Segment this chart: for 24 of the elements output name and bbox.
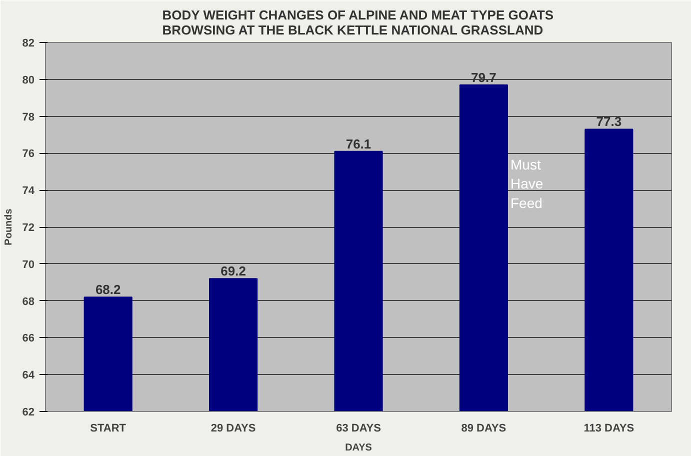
y-tick-label: 72 bbox=[22, 222, 35, 234]
y-tick-label: 70 bbox=[22, 258, 35, 271]
y-tick-label: 66 bbox=[22, 332, 35, 345]
y-tick-label: 68 bbox=[22, 296, 35, 308]
x-tick-label: 113 DAYS bbox=[584, 422, 634, 434]
x-tick-label: START bbox=[90, 422, 126, 434]
data-label: 77.3 bbox=[596, 114, 622, 130]
y-tick-label: 80 bbox=[22, 74, 35, 86]
x-tick-label: 63 DAYS bbox=[336, 422, 381, 434]
y-tick-label: 74 bbox=[22, 185, 36, 198]
y-axis-title: Pounds bbox=[3, 208, 14, 246]
y-tick-label: 62 bbox=[22, 406, 35, 418]
data-label: 76.1 bbox=[346, 136, 372, 152]
data-label: 69.2 bbox=[220, 264, 246, 279]
y-tick-label: 78 bbox=[22, 111, 35, 124]
annotation: Must Have Feed bbox=[510, 156, 544, 211]
data-label: 68.2 bbox=[95, 282, 121, 298]
y-tick-label: 64 bbox=[22, 370, 36, 382]
x-tick-label: 89 DAYS bbox=[461, 422, 506, 434]
x-axis-title: DAYS bbox=[345, 442, 372, 454]
y-tick-label: 76 bbox=[22, 148, 35, 160]
x-tick-label: 29 DAYS bbox=[210, 422, 256, 434]
y-tick-label: 82 bbox=[22, 38, 35, 50]
chart-title: BODY WEIGHT CHANGES OF ALPINE AND MEAT TYPE GOATS BROWSING AT THE BLACK KETTLE NATIONAL GRASSLAND bbox=[162, 8, 554, 38]
